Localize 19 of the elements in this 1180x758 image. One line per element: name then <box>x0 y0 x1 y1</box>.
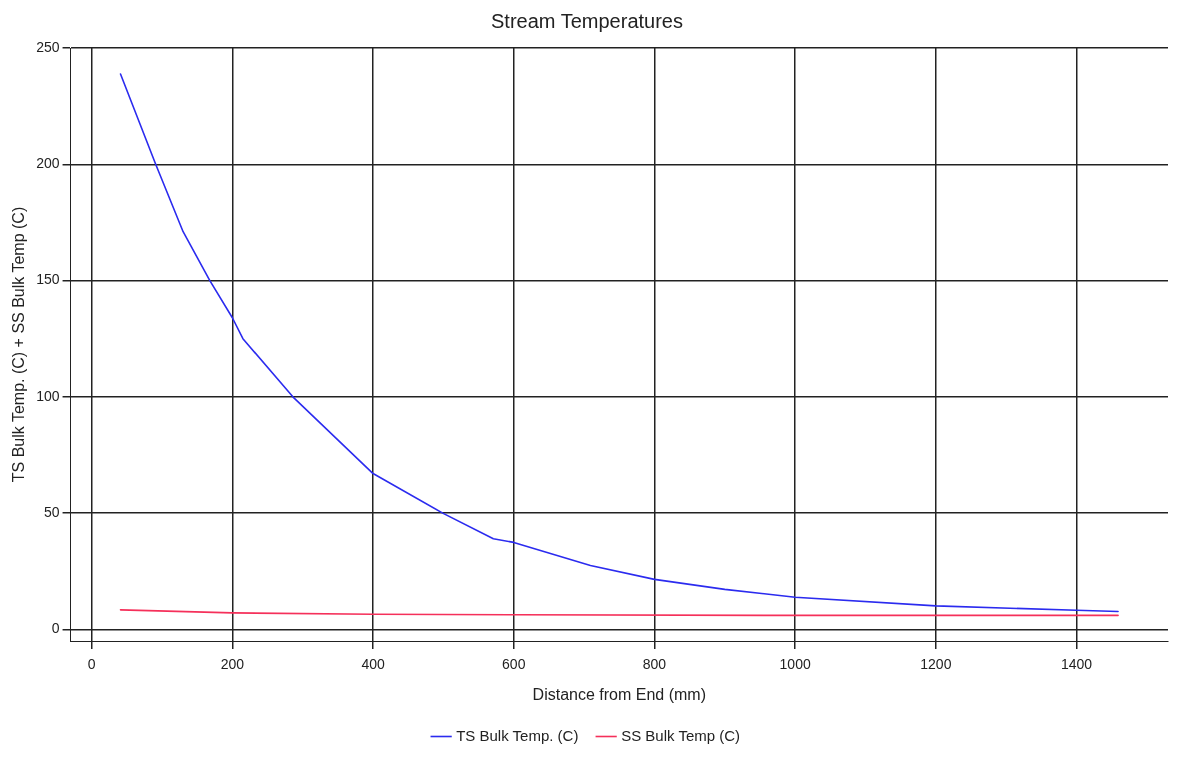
legend-label: TS Bulk Temp. (C) <box>456 726 579 744</box>
x-tick-label: 400 <box>361 656 385 673</box>
y-tick-label: 0 <box>51 620 60 637</box>
y-tick-label: 150 <box>36 271 60 288</box>
x-tick-label: 1000 <box>779 656 811 673</box>
y-tick-label: 250 <box>36 38 60 55</box>
x-axis-title: Distance from End (mm) <box>532 685 706 703</box>
x-tick-label: 0 <box>87 656 96 673</box>
x-tick-label: 1400 <box>1060 656 1093 673</box>
y-tick-label: 200 <box>36 155 60 172</box>
y-axis-title: TS Bulk Temp. (C) + SS Bulk Temp (C) <box>10 206 28 483</box>
x-tick-label: 200 <box>220 656 245 673</box>
y-tick-label: 100 <box>36 387 60 404</box>
y-tick-label: 50 <box>43 503 60 520</box>
legend-label: SS Bulk Temp (C) <box>621 726 741 744</box>
x-tick-label: 600 <box>502 656 526 673</box>
chart-title: Stream Temperatures <box>491 9 683 32</box>
x-tick-label: 800 <box>642 656 667 673</box>
x-tick-label: 1200 <box>920 656 952 673</box>
